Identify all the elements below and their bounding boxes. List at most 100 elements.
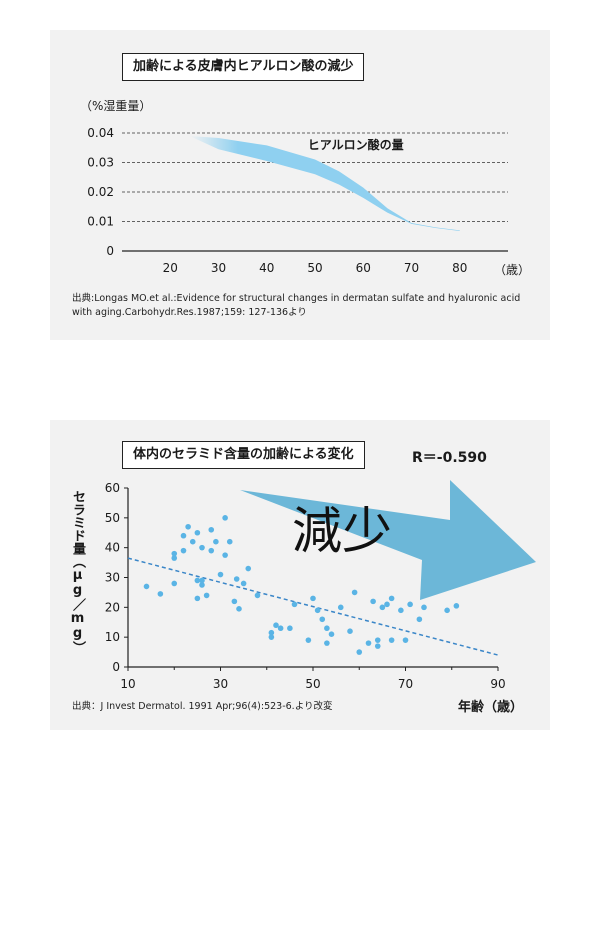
data-point	[194, 595, 201, 602]
data-point	[245, 565, 252, 572]
data-point	[374, 643, 381, 649]
data-point	[421, 604, 427, 611]
x-tick-label: 70	[404, 261, 419, 275]
y-axis-label: セラミド量（μg／mg）	[70, 490, 85, 654]
y-tick-label: 0.04	[87, 126, 114, 140]
chart-title: 加齢による皮膚内ヒアルロン酸の減少	[122, 53, 365, 81]
data-point	[324, 625, 330, 632]
data-point	[171, 580, 178, 587]
ceramide-chart-panel: 減少 0 10 20 30 40 50 60 10 30 50 70 90 体内のセラミド含量の加齢によ…	[50, 420, 550, 730]
y-tick-label: 20	[105, 600, 120, 614]
x-tick-label: 10	[120, 677, 135, 691]
y-axis-unit-label: （%湿重量）	[80, 99, 152, 113]
chart-title: 体内のセラミド含量の加齢による変化	[122, 441, 365, 469]
decrease-arrow	[240, 480, 536, 600]
x-tick-label: 30	[211, 261, 226, 275]
y-tick-label: 0.01	[87, 215, 114, 229]
data-point	[374, 637, 381, 643]
data-point	[287, 625, 293, 632]
data-point	[347, 628, 353, 634]
band-label: ヒアルロン酸の量	[308, 137, 404, 152]
x-axis-unit-label: （歳）	[494, 263, 531, 277]
decrease-arrow-label: 減少	[292, 502, 392, 560]
source-citation: 出典:Longas MO.et al.:Evidence for structu…	[72, 293, 521, 318]
data-point	[370, 598, 376, 605]
data-point	[402, 637, 409, 643]
trend-line	[127, 557, 499, 656]
data-point	[388, 595, 395, 602]
data-point	[208, 526, 215, 533]
data-point	[384, 601, 390, 608]
data-point	[305, 637, 312, 643]
data-point	[203, 592, 210, 599]
data-point	[226, 538, 233, 545]
x-tick-label: 80	[452, 261, 467, 275]
x-tick-label: 50	[305, 677, 320, 691]
data-point	[453, 603, 460, 609]
data-point	[356, 649, 363, 655]
x-tick-label: 60	[356, 261, 371, 275]
x-tick-label: 50	[307, 261, 322, 275]
y-tick-label: 0.02	[87, 185, 114, 199]
y-tick-label: 60	[105, 481, 120, 495]
x-axis-label: 年齢（歳）	[458, 700, 524, 715]
data-point	[171, 550, 178, 557]
data-point	[379, 604, 386, 611]
x-tick-label: 70	[398, 677, 413, 691]
x-tick-label: 20	[163, 261, 178, 275]
data-point	[310, 595, 316, 602]
data-point	[365, 640, 372, 646]
x-tick-label: 40	[259, 261, 274, 275]
data-point	[180, 532, 187, 539]
data-point	[444, 607, 450, 614]
data-point	[208, 547, 215, 554]
data-point	[222, 515, 228, 521]
data-point	[398, 607, 404, 614]
data-point	[189, 538, 196, 545]
hyaluronic-chart-panel: 加齢による皮膚内ヒアルロン酸の減少 （%湿重量） （歳） ヒアルロン酸の量 0 0.…	[50, 30, 550, 340]
data-point	[314, 607, 321, 614]
data-point	[351, 589, 358, 596]
data-point	[171, 555, 178, 561]
data-point	[277, 625, 284, 632]
data-point	[199, 577, 205, 584]
source-citation: 出典：J Invest Dermatol. 1991 Apr;96(4):523…	[72, 701, 333, 712]
data-point	[143, 583, 150, 590]
data-point	[291, 601, 298, 608]
data-point	[236, 606, 242, 612]
y-tick-label: 0	[106, 244, 114, 258]
data-point	[240, 580, 247, 587]
data-point	[388, 637, 395, 643]
x-tick-label: 90	[490, 677, 505, 691]
hyaluronic-band-area	[189, 135, 460, 231]
data-point	[157, 591, 164, 597]
data-point	[328, 631, 335, 637]
data-point	[268, 629, 275, 636]
y-tick-label: 10	[105, 630, 120, 644]
data-point	[199, 544, 205, 551]
data-point	[407, 601, 413, 608]
data-point	[319, 616, 326, 623]
y-tick-label: 50	[105, 511, 120, 525]
data-point	[180, 547, 187, 554]
data-point	[337, 604, 344, 611]
data-point	[222, 552, 228, 558]
data-point	[254, 592, 261, 599]
data-point	[213, 538, 219, 545]
data-point	[217, 571, 224, 578]
y-tick-label: 0.03	[87, 156, 114, 170]
data-point	[273, 622, 279, 629]
data-point	[199, 582, 205, 588]
y-tick-label: 0	[112, 660, 120, 674]
data-point	[416, 616, 423, 623]
data-point	[194, 529, 201, 536]
y-tick-label: 30	[105, 571, 120, 585]
data-point	[233, 576, 240, 582]
data-point	[324, 640, 330, 646]
data-point	[268, 634, 275, 640]
data-point	[185, 523, 191, 530]
x-tick-label: 30	[213, 677, 228, 691]
hyaluronic-plot: ヒアルロン酸の量 0 0.01 0.02 0.03 0.04 20 30 40 50 60 70 80	[87, 126, 508, 275]
data-point	[231, 598, 238, 605]
